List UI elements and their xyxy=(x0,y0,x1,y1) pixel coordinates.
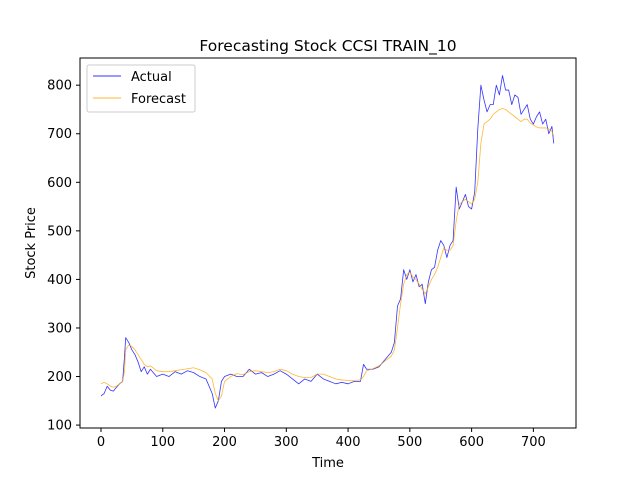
x-tick-label: 400 xyxy=(336,435,361,450)
plot-frame xyxy=(79,57,577,429)
y-tick-label: 200 xyxy=(47,370,72,385)
y-tick-label: 800 xyxy=(47,79,72,94)
x-tick-label: 700 xyxy=(521,435,546,450)
x-axis-label: Time xyxy=(311,456,344,471)
y-axis-label: Stock Price xyxy=(24,207,39,279)
x-tick-label: 200 xyxy=(212,435,237,450)
y-tick-label: 100 xyxy=(47,419,72,434)
series-line-forecast xyxy=(100,108,555,402)
y-tick-label: 500 xyxy=(47,224,72,239)
ticks-layer: 0 100 200 300 400 500 600 700 100 200 300 400 500 600… xyxy=(47,79,546,450)
x-tick-label: 600 xyxy=(459,435,484,450)
series-line-actual xyxy=(100,75,555,409)
y-tick-label: 400 xyxy=(47,273,72,288)
y-tick-label: 700 xyxy=(47,127,72,142)
series-layer xyxy=(100,75,555,409)
x-tick-label: 0 xyxy=(97,435,105,450)
legend-label-forecast: Forecast xyxy=(131,92,186,107)
y-tick-label: 300 xyxy=(47,321,72,336)
x-tick-label: 500 xyxy=(397,435,422,450)
legend: Actual Forecast xyxy=(86,64,196,113)
y-tick-label: 600 xyxy=(47,176,72,191)
x-tick-label: 100 xyxy=(150,435,175,450)
x-tick-label: 300 xyxy=(274,435,299,450)
legend-box xyxy=(86,64,196,113)
legend-label-actual: Actual xyxy=(131,70,172,85)
chart-title: Forecasting Stock CCSI TRAIN_10 xyxy=(199,37,456,56)
